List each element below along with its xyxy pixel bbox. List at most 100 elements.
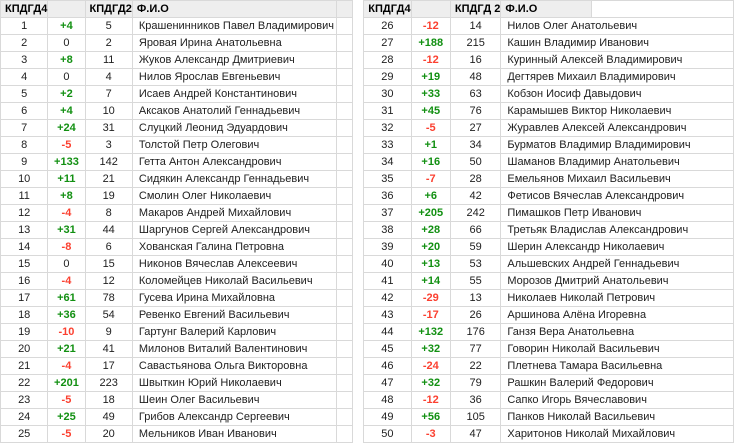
value-cell: 19 <box>84 187 133 205</box>
rank-cell: 9 <box>0 153 49 171</box>
table-row: 12 -4 8 Макаров Андрей Михайлович <box>0 204 354 222</box>
value-cell: 17 <box>84 357 133 375</box>
rank-cell: 24 <box>0 408 49 426</box>
name-cell: Рашкин Валерий Федорович <box>500 374 734 392</box>
name-cell: Карамышев Виктор Николаевич <box>500 102 734 120</box>
empty-cell <box>335 153 354 171</box>
value-cell: 16 <box>449 51 502 69</box>
rank-cell: 21 <box>0 357 49 375</box>
table-row: 13 +31 44 Шаргунов Сергей Александрович <box>0 221 354 239</box>
rank-cell: 14 <box>0 238 49 256</box>
rank-cell: 35 <box>363 170 412 188</box>
name-cell: Милонов Виталий Валентинович <box>131 340 338 358</box>
rank-cell: 32 <box>363 119 412 137</box>
name-cell: Журавлев Алексей Александрович <box>500 119 734 137</box>
value-cell: 13 <box>449 289 502 307</box>
change-cell: +45 <box>410 102 451 120</box>
change-cell: -17 <box>410 306 451 324</box>
change-cell: +2 <box>47 85 86 103</box>
empty-cell <box>335 408 354 426</box>
value-cell: 18 <box>84 391 133 409</box>
change-cell: +6 <box>410 187 451 205</box>
header-empty <box>335 0 354 18</box>
table-row: 35 -7 28 Емельянов Михаил Васильевич <box>363 170 734 188</box>
table-row: 45 +32 77 Говорин Николай Васильевич <box>363 340 734 358</box>
rank-cell: 37 <box>363 204 412 222</box>
name-cell: Коломейцев Николай Васильевич <box>131 272 338 290</box>
empty-cell <box>335 238 354 256</box>
table-row: 14 -8 6 Хованская Галина Петровна <box>0 238 354 256</box>
value-cell: 42 <box>449 187 502 205</box>
change-cell: +20 <box>410 238 451 256</box>
rank-cell: 44 <box>363 323 412 341</box>
value-cell: 142 <box>84 153 133 171</box>
name-cell: Гартунг Валерий Карлович <box>131 323 338 341</box>
name-cell: Николаев Николай Петрович <box>500 289 734 307</box>
header-fio: Ф.И.О <box>131 0 338 18</box>
table-row: 49 +56 105 Панков Николай Васильевич <box>363 408 734 426</box>
name-cell: Харитонов Николай Михайлович <box>500 425 734 443</box>
change-cell: +16 <box>410 153 451 171</box>
rank-cell: 29 <box>363 68 412 86</box>
name-cell: Плетнева Тамара Васильевна <box>500 357 734 375</box>
change-cell: 0 <box>47 68 86 86</box>
table-row: 8 -5 3 Толстой Петр Олегович <box>0 136 354 154</box>
name-cell: Аршинова Алёна Игоревна <box>500 306 734 324</box>
name-cell: Мельников Иван Иванович <box>131 425 338 443</box>
value-cell: 55 <box>449 272 502 290</box>
change-cell: +28 <box>410 221 451 239</box>
name-cell: Бурматов Владимир Владимирович <box>500 136 734 154</box>
table-row: 44 +132 176 Ганзя Вера Анатольевна <box>363 323 734 341</box>
change-cell: -8 <box>47 238 86 256</box>
empty-cell <box>335 119 354 137</box>
table-row: 22 +201 223 Швыткин Юрий Николаевич <box>0 374 354 392</box>
change-cell: -4 <box>47 204 86 222</box>
table-row: 16 -4 12 Коломейцев Николай Васильевич <box>0 272 354 290</box>
change-cell: -4 <box>47 357 86 375</box>
value-cell: 78 <box>84 289 133 307</box>
name-cell: Кобзон Иосиф Давыдович <box>500 85 734 103</box>
value-cell: 36 <box>449 391 502 409</box>
name-cell: Крашенинников Павел Владимирович <box>131 17 338 35</box>
change-cell: 0 <box>47 34 86 52</box>
name-cell: Слуцкий Леонид Эдуардович <box>131 119 338 137</box>
change-cell: -3 <box>410 425 451 443</box>
table-row: 30 +33 63 Кобзон Иосиф Давыдович <box>363 85 734 103</box>
name-cell: Гетта Антон Александрович <box>131 153 338 171</box>
rank-cell: 45 <box>363 340 412 358</box>
rank-cell: 26 <box>363 17 412 35</box>
ranking-table-right: КПДГД4 КПДГД 2 Ф.И.О 26 -12 14 Нилов Олег А… <box>363 0 734 443</box>
rank-cell: 50 <box>363 425 412 443</box>
rank-cell: 27 <box>363 34 412 52</box>
name-cell: Грибов Александр Сергеевич <box>131 408 338 426</box>
value-cell: 49 <box>84 408 133 426</box>
value-cell: 176 <box>449 323 502 341</box>
empty-cell <box>335 391 354 409</box>
empty-cell <box>335 340 354 358</box>
name-cell: Савастьянова Ольга Викторовна <box>131 357 338 375</box>
change-cell: +205 <box>410 204 451 222</box>
change-cell: -24 <box>410 357 451 375</box>
name-cell: Куринный Алексей Владимирович <box>500 51 734 69</box>
table-row: 17 +61 78 Гусева Ирина Михайловна <box>0 289 354 307</box>
value-cell: 15 <box>84 255 133 273</box>
empty-cell <box>335 34 354 52</box>
change-cell: +133 <box>47 153 86 171</box>
name-cell: Третьяк Владислав Александрович <box>500 221 734 239</box>
value-cell: 3 <box>84 136 133 154</box>
change-cell: -4 <box>47 272 86 290</box>
value-cell: 77 <box>449 340 502 358</box>
value-cell: 20 <box>84 425 133 443</box>
change-cell: +24 <box>47 119 86 137</box>
header-rank-current: КПДГД4 <box>363 0 412 18</box>
value-cell: 6 <box>84 238 133 256</box>
name-cell: Шерин Александр Николаевич <box>500 238 734 256</box>
rank-cell: 1 <box>0 17 49 35</box>
rank-cell: 2 <box>0 34 49 52</box>
value-cell: 9 <box>84 323 133 341</box>
rank-cell: 4 <box>0 68 49 86</box>
value-cell: 54 <box>84 306 133 324</box>
header-filler <box>591 0 734 18</box>
rank-cell: 48 <box>363 391 412 409</box>
change-cell: -5 <box>47 425 86 443</box>
